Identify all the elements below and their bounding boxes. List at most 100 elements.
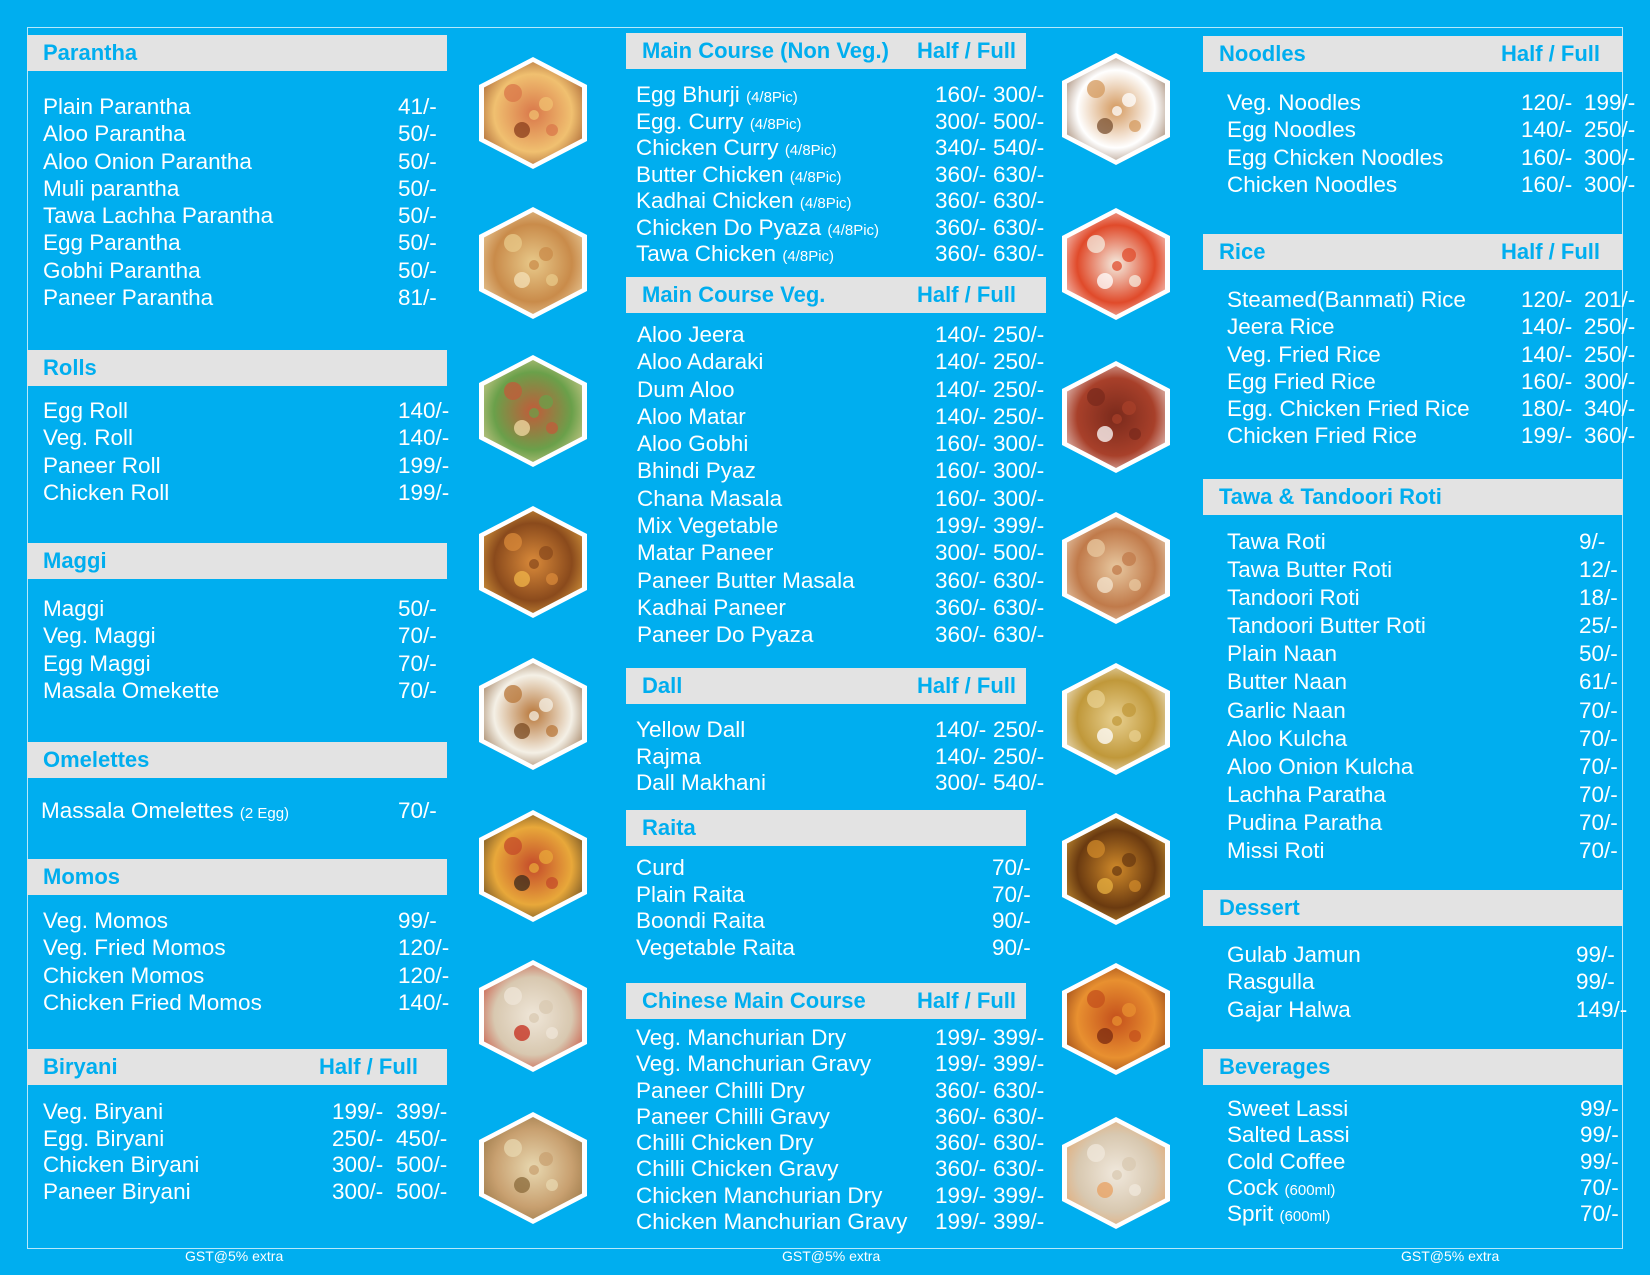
menu-item-price: 61/- (1579, 669, 1618, 695)
biryani-photo-image (484, 1117, 582, 1219)
menu-item-name: Veg. Maggi (43, 623, 156, 649)
menu-item-name: Chicken Do Pyaza (4/8Pic) (636, 215, 879, 241)
menu-item-price-full: 630/- (993, 1077, 1045, 1103)
veg-items-list: Aloo Jeera 140/- 250/- Aloo Adaraki 140/- 250… (637, 322, 1046, 650)
menu-item-name: Cock (600ml) (1227, 1175, 1335, 1201)
food-detail (1122, 248, 1136, 262)
menu-item-price: 70/- (398, 677, 437, 703)
menu-item-name: Lachha Paratha (1227, 782, 1386, 808)
menu-item: Muli parantha 50/- (43, 176, 447, 203)
maggi-section-header: Maggi (27, 543, 447, 579)
dall-section-title: Dall (642, 673, 683, 698)
menu-item-price-half: 360/- (935, 1156, 987, 1182)
menu-item-label: Veg. Noodles (1227, 90, 1361, 115)
menu-item-price-half: 300/- (935, 108, 987, 134)
menu-item-price-full: 630/- (993, 161, 1045, 187)
menu-item-label: Veg. Roll (43, 425, 134, 451)
parantha-section-header: Parantha (27, 35, 447, 71)
menu-item-price-half: 360/- (935, 567, 987, 593)
veg-section-title: Main Course Veg. (642, 282, 826, 307)
menu-item-note: (4/8Pic) (827, 221, 880, 239)
raita-section-title: Raita (642, 815, 696, 840)
menu-item-label: Chicken Noodles (1227, 171, 1398, 197)
menu-item-label: Aloo Adaraki (637, 349, 764, 375)
menu-item-name: Aloo Onion Kulcha (1227, 754, 1413, 780)
menu-item: Chana Masala 160/- 300/- (637, 486, 1046, 513)
menu-item: Curd 70/- (636, 855, 1031, 882)
menu-item-label: Curd (636, 855, 685, 880)
dessert-items-list: Gulab Jamun 99/- Rasgulla 99/- Gajar Halwa 14… (1227, 942, 1627, 1024)
menu-item-label: Egg Parantha (43, 230, 181, 256)
food-detail (529, 559, 539, 569)
menu-item: Tawa Lachha Parantha 50/- (43, 203, 447, 230)
menu-item-label: Mix Vegetable (637, 513, 779, 539)
menu-item-label: Gobhi Parantha (43, 257, 201, 283)
menu-item: Egg. Biryani 250/- 450/- (43, 1126, 447, 1153)
food-detail (1129, 579, 1141, 591)
menu-item: Vegetable Raita 90/- (636, 935, 1031, 962)
menu-item-price: 70/- (398, 623, 437, 649)
food-detail (529, 260, 539, 270)
naan-photo-image (1067, 517, 1165, 619)
food-detail (539, 546, 553, 560)
menu-item-label: Aloo Gobhi (637, 431, 749, 457)
food-detail (546, 725, 558, 737)
menu-item-name: Salted Lassi (1227, 1122, 1350, 1148)
menu-item-price: 50/- (398, 257, 437, 283)
food-detail (504, 987, 522, 1005)
menu-item-price: 90/- (992, 934, 1031, 960)
menu-item-name: Dum Aloo (637, 377, 735, 403)
menu-item-name: Chicken Manchurian Dry (636, 1183, 882, 1209)
gst-note: GST@5% extra (782, 1248, 881, 1264)
menu-item-label: Gulab Jamun (1227, 942, 1361, 967)
menu-item: Mix Vegetable 199/- 399/- (637, 513, 1046, 540)
menu-item-price-half: 160/- (1521, 144, 1573, 170)
menu-item: Veg. Fried Rice 140/- 250/- (1227, 341, 1635, 369)
menu-item: Tandoori Butter Roti 25/- (1227, 613, 1623, 641)
menu-item-name: Chana Masala (637, 486, 782, 512)
menu-item-label: Chicken Roll (43, 479, 170, 505)
menu-item-price-full: 540/- (993, 770, 1045, 795)
menu-item-label: Dall Makhani (636, 770, 767, 795)
menu-item-name: Chilli Chicken Gravy (636, 1156, 839, 1182)
menu-item-name: Tawa Butter Roti (1227, 557, 1392, 583)
menu-item-name: Tawa Chicken (4/8Pic) (636, 241, 834, 267)
menu-item-label: Kadhai Chicken (636, 188, 794, 213)
menu-item-name: Paneer Roll (43, 453, 161, 479)
food-detail (539, 97, 553, 111)
menu-item-name: Plain Parantha (43, 94, 191, 120)
food-detail (539, 247, 553, 261)
menu-item-label: Paneer Chilli Dry (636, 1077, 805, 1103)
menu-item-label: Veg. Fried Rice (1227, 341, 1381, 367)
menu-item-price: 70/- (992, 881, 1031, 907)
menu-item-price-half: 140/- (935, 349, 987, 375)
menu-item-name: Egg Chicken Noodles (1227, 145, 1443, 171)
menu-item-label: Veg. Momos (43, 908, 169, 933)
menu-item: Sweet Lassi 99/- (1227, 1096, 1623, 1122)
menu-item-label: Tawa Butter Roti (1227, 557, 1393, 583)
menu-item-note: (600ml) (1279, 1208, 1331, 1226)
menu-item-label: Jeera Rice (1227, 314, 1335, 340)
beverages-section-title: Beverages (1219, 1054, 1331, 1079)
menu-item: Paneer Roll 199/- (43, 453, 449, 480)
menu-item-label: Paneer Roll (43, 452, 161, 478)
menu-item-name: Paneer Biryani (43, 1179, 191, 1205)
menu-item-label: Paneer Parantha (43, 285, 214, 311)
food-detail (1087, 990, 1105, 1008)
menu-item: Aloo Onion Kulcha 70/- (1227, 754, 1623, 782)
menu-item: Egg Maggi 70/- (43, 651, 447, 678)
menu-item-name: Gajar Halwa (1227, 997, 1351, 1023)
gst-note: GST@5% extra (185, 1248, 284, 1264)
menu-item-label: Chicken Fried Rice (1227, 423, 1418, 449)
menu-item-name: Aloo Matar (637, 404, 746, 430)
menu-item-price-half: 140/- (1521, 341, 1573, 367)
parantha-items-list: Plain Parantha 41/- Aloo Parantha 50/- Aloo … (43, 94, 447, 312)
menu-item-price: 120/- (398, 935, 450, 961)
menu-item-price-half: 360/- (935, 241, 987, 266)
food-detail (514, 1025, 530, 1041)
food-detail (514, 272, 530, 288)
roti-section-header: Tawa & Tandoori Roti (1203, 479, 1623, 515)
menu-item-label: Chicken Biryani (43, 1152, 200, 1177)
menu-item-name: Butter Chicken (4/8Pic) (636, 162, 842, 188)
menu-item-price: 81/- (398, 285, 437, 311)
